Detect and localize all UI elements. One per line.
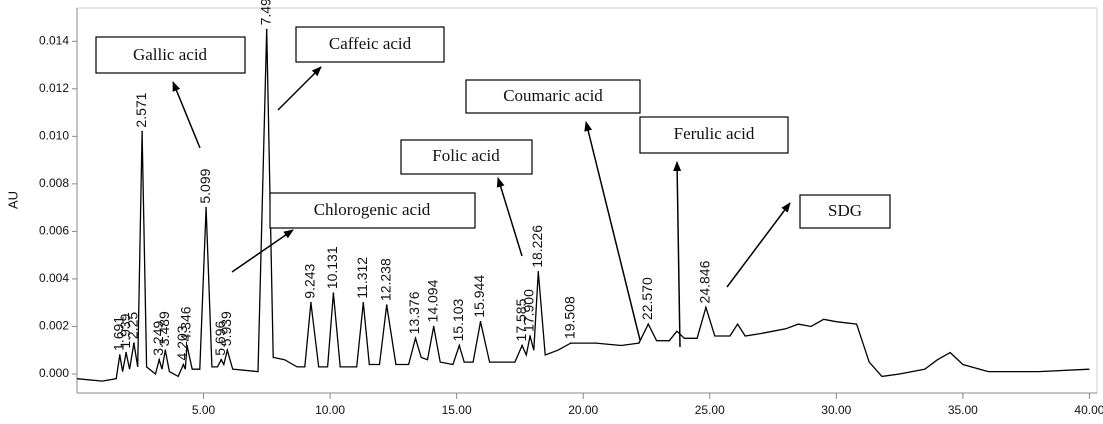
arrow: [172, 81, 201, 149]
peak-label: 10.131: [324, 246, 340, 289]
peak-apex: [385, 304, 388, 306]
peak-label: 5.696: [212, 320, 228, 355]
peak-label: 18.226: [529, 225, 545, 268]
annotation: Folic acid: [432, 146, 500, 165]
peak-label: 15.103: [450, 298, 466, 341]
label-box: Ferulic acid: [639, 116, 789, 154]
peak-label: 15.944: [471, 275, 487, 318]
label-box: Coumaric acid: [465, 79, 641, 114]
peak-apex: [164, 349, 167, 352]
x-tick-label: 15.00: [442, 403, 472, 417]
arrow: [231, 229, 294, 273]
label-box: Folic acid: [400, 139, 533, 175]
y-tick-label: 0.006: [39, 224, 69, 238]
x-tick-label: 20.00: [568, 403, 598, 417]
peak-apex: [182, 363, 185, 366]
annotation: Caffeic acid: [329, 34, 412, 53]
y-tick-label: 0.002: [39, 319, 69, 333]
peak-apex: [310, 301, 312, 304]
annotation: Chlorogenic acid: [314, 200, 431, 219]
y-tick-label: 0.012: [39, 81, 69, 95]
label-box: Caffeic acid: [295, 26, 445, 63]
peak-apex: [529, 335, 531, 337]
peak-label: 2.25: [125, 312, 141, 339]
peak-label: 11.312: [354, 257, 370, 299]
peak-label: 1.939: [117, 313, 133, 348]
peak-label: 9.243: [302, 263, 318, 298]
y-tick-label: 0.014: [39, 33, 69, 47]
peak-label: 22.570: [639, 277, 655, 320]
peak-label: 3.489: [156, 311, 172, 346]
label-box: Chlorogenic acid: [269, 192, 476, 229]
peak-apex: [118, 354, 121, 356]
peak-apex: [125, 351, 127, 354]
annotation: Ferulic acid: [674, 124, 755, 143]
annotation: Gallic acid: [133, 45, 208, 64]
arrow: [726, 202, 791, 288]
peak-apex: [479, 320, 482, 323]
peak-label: 2.571: [133, 92, 149, 127]
y-tick-label: 0.010: [39, 129, 69, 143]
peak-apex: [537, 270, 540, 273]
peak-apex: [705, 306, 707, 309]
peak-label: 4.203: [174, 325, 190, 360]
annotation: Coumaric acid: [503, 86, 603, 105]
peak-label: 5.099: [197, 168, 213, 203]
y-tick-label: 0.008: [39, 176, 69, 190]
peak-apex: [265, 28, 268, 31]
peak-label: 7.495: [257, 0, 273, 25]
peak-apex: [220, 358, 222, 361]
peak-apex: [569, 342, 572, 344]
peak-label: 14.094: [424, 279, 440, 322]
label-box: SDG: [799, 194, 891, 229]
peak-apex: [186, 344, 188, 347]
peak-label: 12.238: [377, 258, 393, 301]
peak-label: 1.691: [111, 316, 127, 351]
peak-label: 5.939: [218, 311, 234, 346]
peak-apex: [521, 344, 523, 347]
annotations: Gallic acid Caffeic acid Coumaric acid F…: [95, 26, 891, 348]
peak-label: 3.249: [150, 320, 166, 355]
peak-label: 19.508: [561, 296, 577, 339]
label-box: Gallic acid: [95, 36, 246, 74]
x-tick-label: 30.00: [821, 403, 851, 417]
peak-apex: [158, 358, 161, 361]
y-tick-label: 0.004: [39, 271, 69, 285]
peak-label: 17.585: [513, 298, 529, 341]
peak-label: 4.346: [178, 306, 194, 341]
chromatogram-trace: [76, 29, 1090, 382]
arrow: [496, 177, 523, 257]
arrow: [673, 161, 682, 348]
x-tick-label: 40.00: [1074, 403, 1103, 417]
x-tick-label: 35.00: [948, 403, 978, 417]
peak-apex: [458, 344, 461, 347]
peak-apex: [141, 130, 143, 133]
peak-apex: [362, 301, 365, 304]
x-tick-label: 25.00: [695, 403, 725, 417]
peak-label: 17.900: [521, 289, 537, 332]
peak-apex: [205, 206, 207, 209]
peak-apex: [133, 342, 135, 344]
peak-apex: [332, 292, 335, 294]
annotation: SDG: [828, 201, 862, 220]
x-tick-label: 5.00: [192, 403, 216, 417]
peak-apex: [226, 349, 229, 352]
peak-apex: [647, 323, 650, 325]
peak-apex: [432, 325, 435, 328]
x-tick-label: 10.00: [315, 403, 345, 417]
arrow: [584, 121, 641, 341]
arrow: [277, 66, 322, 111]
peak-label: 13.376: [406, 291, 422, 334]
y-tick-label: 0.000: [39, 366, 69, 380]
peak-apex: [414, 337, 417, 340]
peak-label: 24.846: [697, 260, 713, 303]
y-axis-label: AU: [5, 191, 20, 209]
